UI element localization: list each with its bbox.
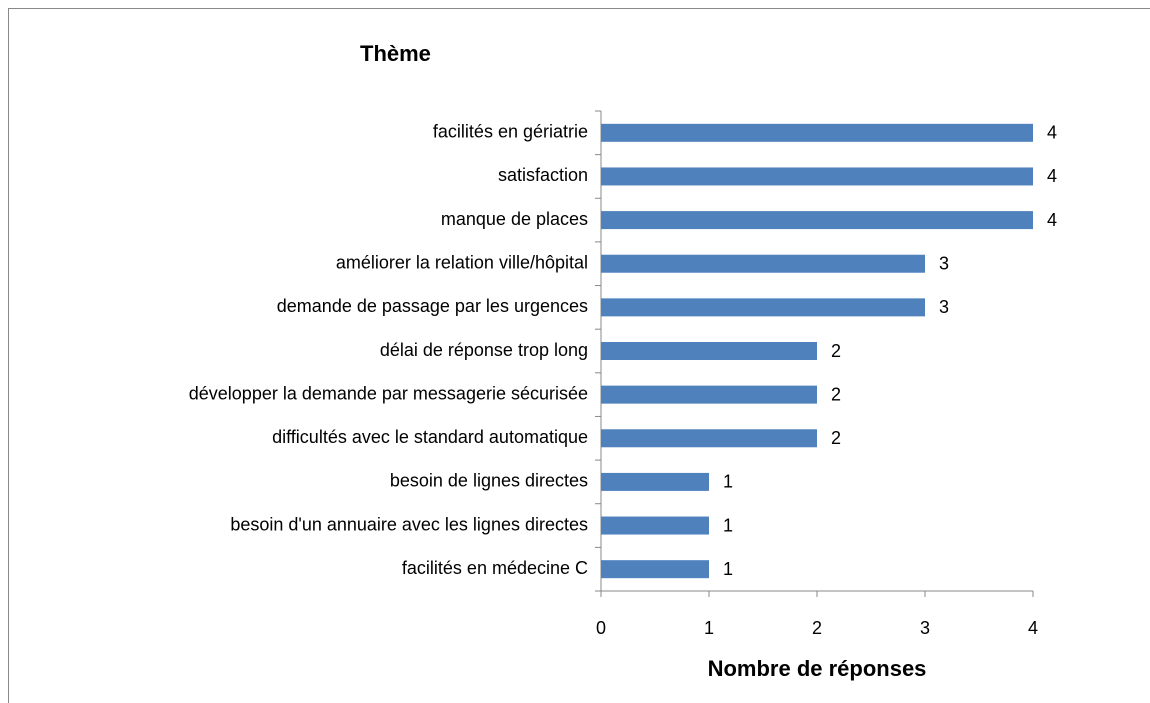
x-tick-label: 3 <box>920 618 930 638</box>
y-tick-label: demande de passage par les urgences <box>277 296 588 316</box>
data-label: 3 <box>939 297 949 317</box>
y-tick-label: besoin de lignes directes <box>390 471 588 491</box>
data-label: 1 <box>723 515 733 535</box>
chart-border <box>8 8 1150 703</box>
bar <box>601 516 709 535</box>
bar <box>601 385 817 404</box>
y-tick-label: développer la demande par messagerie séc… <box>189 383 588 403</box>
x-tick-label: 1 <box>704 618 714 638</box>
data-label: 3 <box>939 253 949 273</box>
bar <box>601 167 1033 186</box>
y-tick-label: besoin d'un annuaire avec les lignes dir… <box>230 514 588 534</box>
bar <box>601 472 709 491</box>
data-label: 1 <box>723 559 733 579</box>
data-label: 4 <box>1047 123 1057 143</box>
bar <box>601 254 925 273</box>
bar <box>601 211 1033 230</box>
x-tick-label: 4 <box>1028 618 1038 638</box>
data-label: 4 <box>1047 210 1057 230</box>
y-tick-label: manque de places <box>441 209 588 229</box>
bar <box>601 342 817 360</box>
data-label: 2 <box>831 384 841 404</box>
y-tick-label: facilités en gériatrie <box>433 122 588 142</box>
y-tick-label: délai de réponse trop long <box>380 340 588 360</box>
x-axis-label: Nombre de réponses <box>708 656 927 681</box>
y-tick-label: difficultés avec le standard automatique <box>272 427 588 447</box>
data-label: 2 <box>831 428 841 448</box>
chart-title: Thème <box>360 41 431 66</box>
data-label: 2 <box>831 341 841 361</box>
x-tick-label: 2 <box>812 618 822 638</box>
y-tick-label: améliorer la relation ville/hôpital <box>336 252 588 272</box>
bar <box>601 298 925 317</box>
bar <box>601 560 709 579</box>
data-label: 1 <box>723 472 733 492</box>
y-tick-label: facilités en médecine C <box>402 558 588 578</box>
bar <box>601 429 817 448</box>
y-tick-label: satisfaction <box>498 165 588 185</box>
data-label: 4 <box>1047 166 1057 186</box>
bar <box>601 123 1033 142</box>
x-tick-label: 0 <box>596 618 606 638</box>
